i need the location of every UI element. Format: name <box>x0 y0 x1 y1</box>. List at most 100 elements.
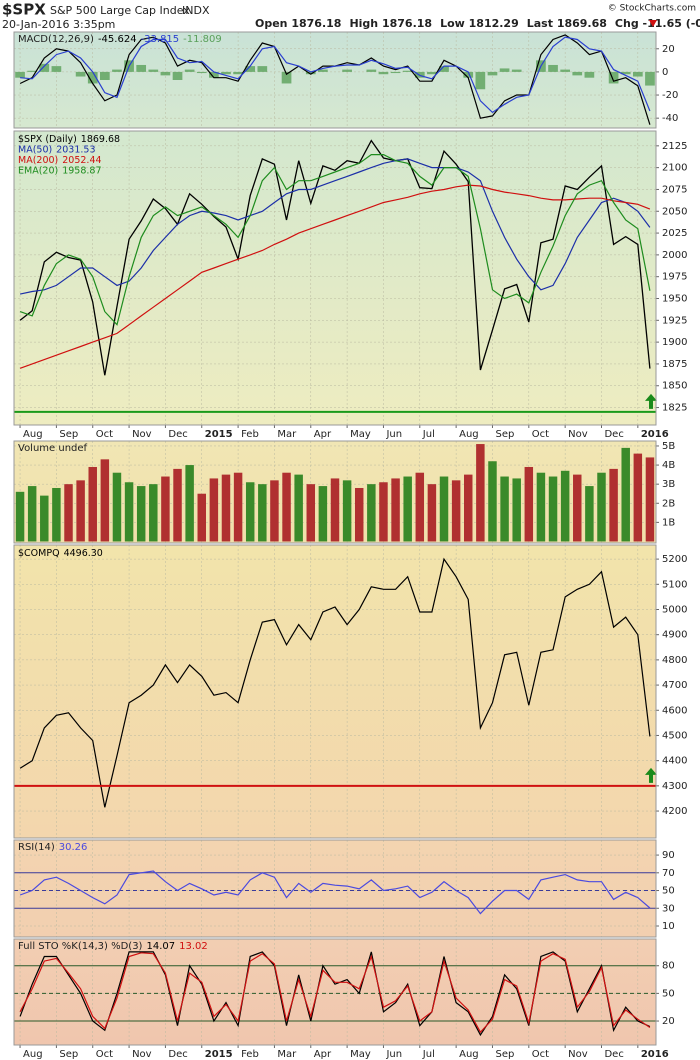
legend-value: 2052.44 <box>62 155 101 166</box>
y-tick-label: 1950 <box>662 294 687 305</box>
x-tick-label: Dec <box>604 429 623 440</box>
histogram-bar <box>463 71 474 78</box>
legend-value: 13.02 <box>179 941 208 952</box>
panel-background <box>14 131 656 425</box>
y-tick-label: -20 <box>662 90 678 101</box>
quote: Open 1876.18 High 1876.18 Low 1812.29 Last … <box>255 17 700 30</box>
y-tick-label: 4300 <box>662 781 687 792</box>
volume-bar <box>40 495 49 542</box>
y-tick-label: 5B <box>662 441 675 452</box>
volume-bar <box>124 482 134 542</box>
histogram-bar <box>427 71 437 75</box>
volume-bar <box>500 476 509 542</box>
volume-bar <box>645 457 655 542</box>
x-tick-label: Aug <box>23 429 43 440</box>
histogram-bar <box>87 71 98 84</box>
volume-bar <box>233 472 243 542</box>
x-tick-label: Jun <box>385 429 402 440</box>
legend-entry: MA(50) 2031.53 <box>18 144 96 155</box>
volume-bar <box>245 482 255 542</box>
y-tick-label: 4200 <box>662 806 687 817</box>
histogram-bar <box>584 71 595 78</box>
volume-bar <box>27 486 37 542</box>
panel-background <box>14 545 656 838</box>
legend-name: $COMPQ <box>18 548 60 559</box>
x-tick-label: Oct <box>96 1049 113 1060</box>
histogram-bar <box>75 71 86 77</box>
histogram-bar <box>499 68 510 72</box>
symbol: $SPX <box>2 1 46 19</box>
datetime: 20-Jan-2016 3:35pm <box>2 18 115 31</box>
histogram-bar <box>100 71 110 80</box>
volume-bar <box>173 468 182 542</box>
legend-name: MA(200) <box>18 155 58 166</box>
legend-value: 1958.87 <box>62 165 101 176</box>
volume-bar <box>209 478 219 542</box>
legend-name: EMA(20) <box>18 165 58 176</box>
x-tick-label: Feb <box>241 1049 259 1060</box>
histogram-bar <box>221 71 231 75</box>
x-tick-label: 2015 <box>205 429 233 440</box>
histogram-bar <box>233 71 243 75</box>
histogram-bar <box>402 70 413 72</box>
volume-bar <box>609 468 618 542</box>
panel-frame <box>13 440 657 544</box>
legend-value: -45.624 <box>98 34 137 45</box>
y-tick-label: 5100 <box>662 579 687 590</box>
quote-item: Open 1876.18 <box>255 17 341 30</box>
volume-bar <box>439 476 449 542</box>
series-line <box>19 158 651 295</box>
y-tick-label: 2050 <box>662 206 687 217</box>
volume-bar <box>451 480 461 542</box>
legend-name: MA(50) <box>18 144 52 155</box>
volume-bar <box>573 474 582 542</box>
y-tick-label: 2100 <box>662 163 687 174</box>
legend-label: MACD(12,26,9) <box>18 34 94 45</box>
y-tick-label: 1850 <box>662 381 687 392</box>
y-tick-label: 80 <box>662 961 675 972</box>
volume-bar <box>560 470 570 542</box>
volume-bar <box>464 474 473 542</box>
quote-item: Chg -11.65 (-0.62%) <box>615 17 700 30</box>
volume-bar <box>294 474 303 542</box>
volume-bar <box>258 484 267 542</box>
series-line <box>19 870 651 915</box>
volume-bar <box>488 461 497 542</box>
x-tick-label: 2016 <box>641 429 669 440</box>
legend: Volume undef <box>18 443 88 454</box>
histogram-bar <box>172 71 183 80</box>
volume-bar <box>15 491 25 542</box>
series-line <box>20 36 651 114</box>
volume-bar <box>282 472 291 542</box>
volume-bar <box>367 484 376 542</box>
histogram-bar <box>39 63 50 72</box>
quote-item: Last 1869.68 <box>527 17 607 30</box>
legend-label: RSI(14) <box>18 842 55 853</box>
histogram-bar <box>560 69 570 72</box>
histogram-bar <box>184 69 195 72</box>
volume-bar <box>512 478 521 542</box>
x-tick-label: Nov <box>568 429 588 440</box>
y-tick-label: 1B <box>662 517 675 528</box>
histogram-bar <box>136 64 147 72</box>
volume-bar <box>597 472 606 542</box>
y-tick-label: 4800 <box>662 655 687 666</box>
y-tick-label: 4900 <box>662 630 687 641</box>
credit: © StockCharts.com <box>608 4 696 14</box>
histogram-bar <box>148 69 159 72</box>
volume-bar <box>306 484 316 542</box>
x-tick-label: Dec <box>168 429 187 440</box>
y-tick-label: 4600 <box>662 705 687 716</box>
y-tick-label: 5200 <box>662 554 687 565</box>
legend-label: Full STO %K(14,3) %D(3) <box>18 941 143 952</box>
x-tick-label: Oct <box>532 1049 549 1060</box>
panel-frame <box>13 31 657 129</box>
histogram-bar <box>318 69 328 72</box>
histogram-bar <box>439 66 449 72</box>
histogram-bar <box>160 71 171 76</box>
volume-bar <box>379 482 388 542</box>
histogram-bar <box>209 71 219 78</box>
histogram-bar <box>257 66 268 72</box>
volume-bar <box>161 476 170 542</box>
